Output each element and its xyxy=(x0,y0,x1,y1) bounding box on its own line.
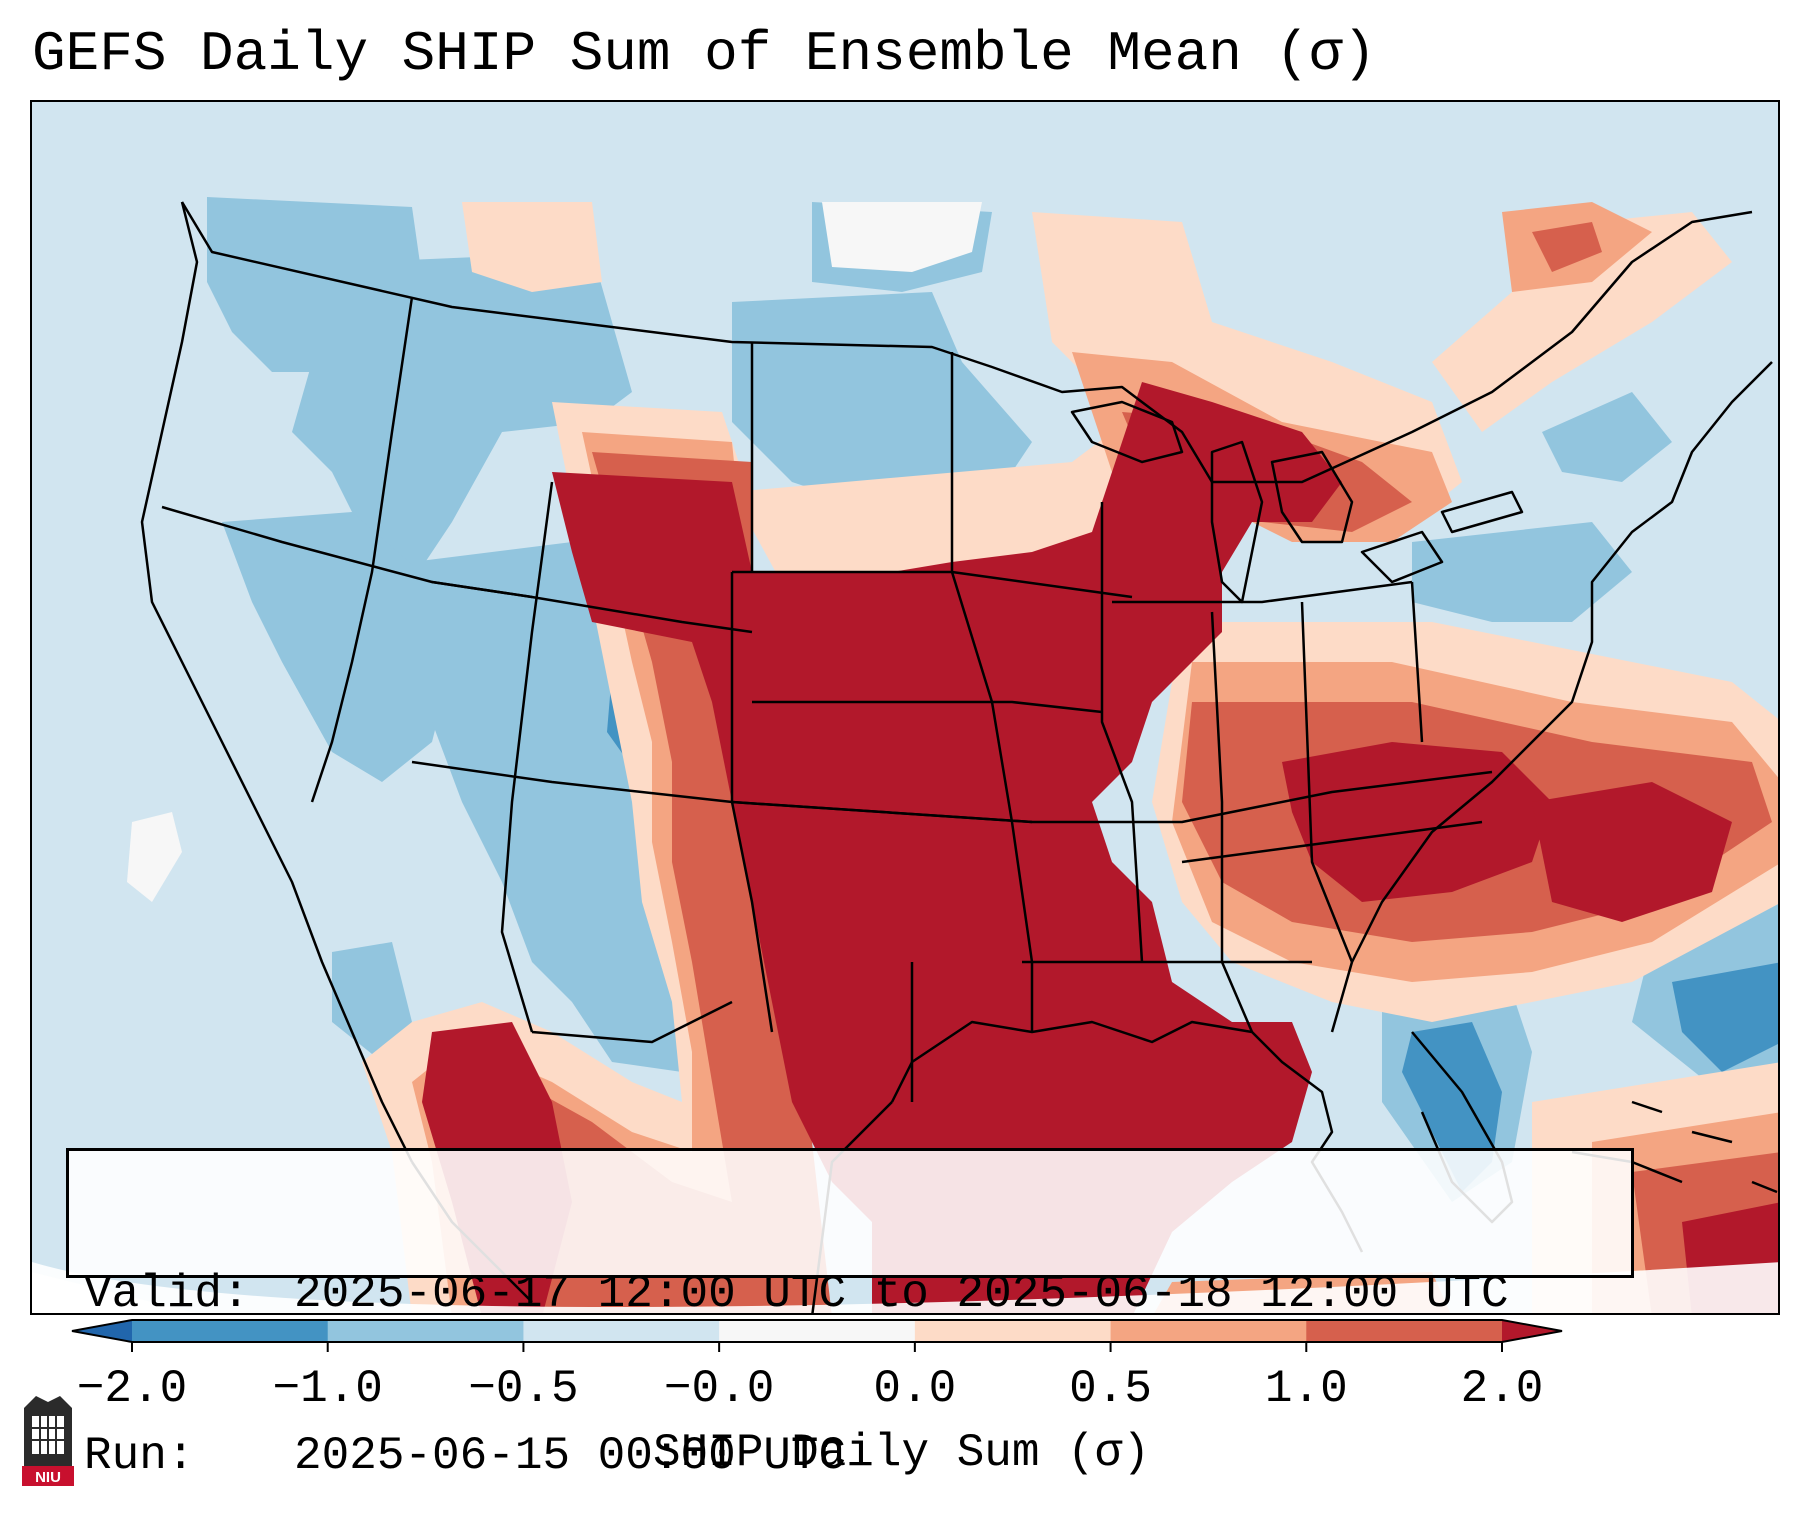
logo-text: NIU xyxy=(35,1469,61,1486)
colorbar-under-extension xyxy=(72,1320,132,1342)
ship-anomaly-map xyxy=(32,102,1778,1313)
colorbar xyxy=(71,1319,1563,1352)
colorbar-tick-label: 2.0 xyxy=(1460,1363,1544,1415)
colorbar-tick-label: 0.5 xyxy=(1069,1363,1152,1415)
valid-row: Valid: 2025-06-17 12:00 UTC to 2025-06-18… xyxy=(84,1267,1631,1321)
colorbar-segment xyxy=(523,1320,720,1342)
colorbar-segment xyxy=(914,1320,1112,1342)
political-boundaries xyxy=(140,201,1778,1313)
colorbar-segment xyxy=(327,1320,524,1342)
colorbar-tick-label: 1.0 xyxy=(1264,1363,1348,1415)
niu-logo: NIU xyxy=(22,1396,74,1486)
colorbar-segment xyxy=(719,1320,916,1342)
run-value: 2025-06-15 00:00 UTC xyxy=(294,1430,847,1482)
extreme-positive-regions xyxy=(422,382,1778,1313)
colorbar-tick-label: −1.0 xyxy=(272,1363,383,1415)
run-row: Run: 2025-06-15 00:00 UTC xyxy=(84,1429,1631,1483)
colorbar-title: SHIP Daily Sum (σ) xyxy=(653,1427,1150,1479)
projection-edge xyxy=(32,1262,1778,1313)
run-label: Run: xyxy=(84,1430,195,1482)
colorbar-tick-label: −2.0 xyxy=(76,1363,188,1415)
valid-value: 2025-06-17 12:00 UTC to 2025-06-18 12:00… xyxy=(294,1268,1509,1320)
map-frame xyxy=(30,100,1780,1315)
colorbar-segment xyxy=(1306,1320,1503,1342)
info-box: Valid: 2025-06-17 12:00 UTC to 2025-06-18… xyxy=(66,1148,1634,1482)
colorbar-segment xyxy=(132,1320,329,1342)
valid-label: Valid: xyxy=(84,1268,250,1320)
colorbar-over-extension xyxy=(1502,1320,1562,1342)
colorbar-tick-label: −0.0 xyxy=(663,1363,775,1415)
colorbar-segment xyxy=(1110,1320,1307,1342)
colorbar-tick-label: 0.0 xyxy=(873,1363,957,1415)
colorbar-tick-label: −0.5 xyxy=(468,1363,579,1415)
map-title: GEFS Daily SHIP Sum of Ensemble Mean (σ) xyxy=(32,22,1377,86)
